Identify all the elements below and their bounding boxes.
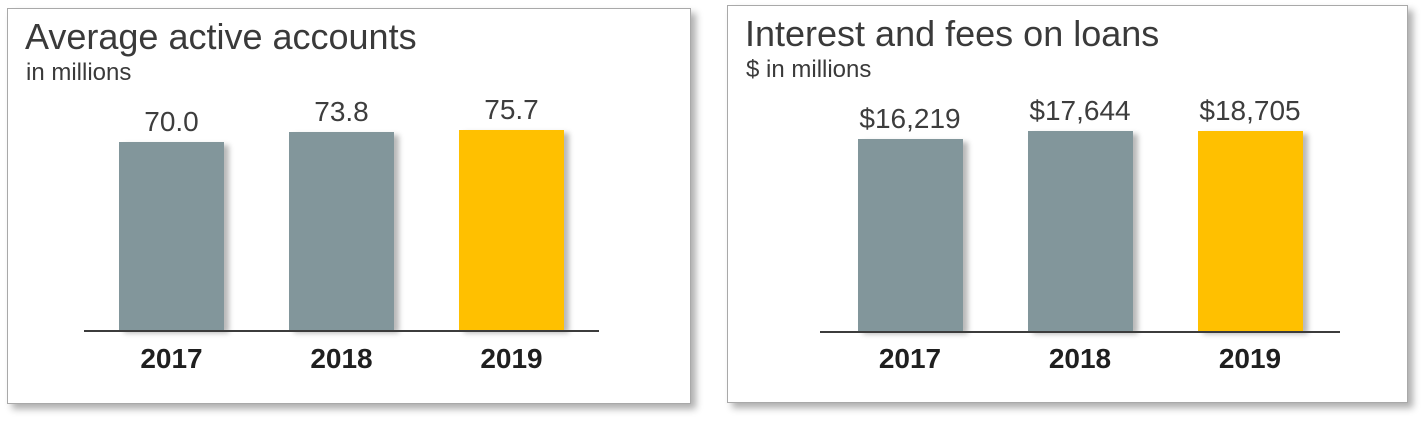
bar-group-2017: 70.0 [119, 96, 224, 330]
bar-value-label-2017: $16,219 [859, 103, 961, 134]
plot-area: 70.0 73.8 75.7 [84, 96, 599, 330]
years-row: 2017 2018 2019 [820, 345, 1340, 373]
bar-2017 [119, 142, 224, 330]
bar-2017 [857, 139, 963, 331]
chart-panel-interest-and-fees-on-loans: Interest and fees on loans $ in millions… [727, 5, 1408, 403]
x-axis-line [84, 330, 599, 332]
chart-title: Average active accounts [25, 16, 417, 57]
chart-subtitle: in millions [26, 59, 132, 86]
bar-group-2017: $16,219 [857, 97, 963, 331]
bar-2018 [289, 132, 394, 330]
bar-group-2019: 75.7 [459, 96, 564, 330]
chart-title: Interest and fees on loans [745, 13, 1160, 54]
chart-subtitle: $ in millions [746, 56, 872, 83]
bar-value-label-2019: 75.7 [484, 94, 539, 125]
bar-2018 [1027, 131, 1133, 331]
bar-group-2019: $18,705 [1197, 95, 1303, 331]
year-label-2019: 2019 [1218, 343, 1282, 374]
chart-panel-average-active-accounts: Average active accounts in millions 70.0… [7, 8, 691, 404]
bar-value-label-2018: 73.8 [314, 96, 369, 127]
bar-value-label-2019: $18,705 [1199, 95, 1301, 126]
x-axis-line [820, 331, 1340, 333]
bar-value-label-2018: $17,644 [1029, 95, 1131, 126]
years-row: 2017 2018 2019 [84, 345, 599, 373]
year-label-2017: 2017 [878, 343, 942, 374]
year-label-2017: 2017 [140, 343, 203, 374]
bar-2019 [459, 130, 564, 330]
bar-value-label-2017: 70.0 [144, 106, 199, 137]
year-label-2018: 2018 [310, 343, 373, 374]
bar-group-2018: $17,644 [1027, 95, 1133, 331]
bar-2019 [1197, 131, 1303, 331]
bar-group-2018: 73.8 [289, 96, 394, 330]
year-label-2018: 2018 [1048, 343, 1112, 374]
plot-area: $16,219 $17,644 $18,705 [820, 97, 1340, 331]
year-label-2019: 2019 [480, 343, 543, 374]
